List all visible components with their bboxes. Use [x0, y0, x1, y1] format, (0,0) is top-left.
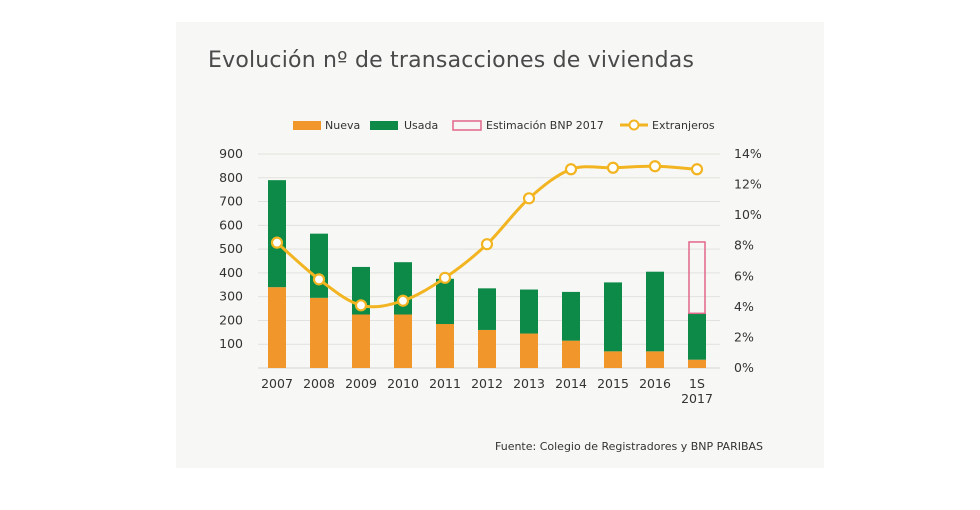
legend-label-estimacion: Estimación BNP 2017 [486, 119, 604, 132]
bar-nueva [310, 297, 328, 368]
y-right-tick-label: 10% [734, 207, 762, 222]
y-right-tick-label: 14% [734, 146, 762, 161]
y-left-tick-label: 300 [219, 289, 243, 304]
bars [268, 180, 706, 368]
bar-usada [310, 233, 328, 298]
y-right-tick-label: 6% [734, 268, 754, 283]
extranjeros-point [522, 192, 536, 205]
legend-swatch-estimacion [452, 120, 482, 131]
legend-label-nueva: Nueva [325, 119, 360, 132]
bar-nueva [352, 314, 370, 368]
extranjeros-line-group [270, 160, 704, 312]
bar-nueva [646, 351, 664, 368]
extranjeros-point [396, 294, 410, 307]
extranjeros-point [438, 271, 452, 284]
bar-nueva [604, 351, 622, 368]
legend-marker-extranjeros [628, 119, 640, 131]
x-tick-label: 2015 [597, 376, 629, 391]
bar-nueva [478, 329, 496, 368]
x-tick-label: 2014 [555, 376, 587, 391]
y-left-tick-label: 700 [219, 194, 243, 209]
x-tick-label: 2010 [387, 376, 419, 391]
extranjeros-point [564, 163, 578, 176]
x-tick-label: 2009 [345, 376, 377, 391]
y-left-tick-label: 400 [219, 265, 243, 280]
bar-usada [436, 278, 454, 325]
legend-swatch-nueva [293, 121, 321, 130]
extranjeros-point [270, 236, 284, 249]
bar-nueva [562, 340, 580, 368]
bar-usada [604, 282, 622, 352]
x-tick-label: 2011 [429, 376, 461, 391]
bar-usada [520, 289, 538, 334]
bar-usada [646, 271, 664, 352]
extranjeros-point [312, 273, 326, 286]
x-tick-label: 2013 [513, 376, 545, 391]
bar-estimacion [688, 241, 706, 315]
x-tick-label: 2007 [261, 376, 293, 391]
y-left-tick-label: 200 [219, 312, 243, 327]
y-left-tick-label: 900 [219, 146, 243, 161]
extranjeros-point [606, 161, 620, 174]
legend-label-usada: Usada [404, 119, 438, 132]
extranjeros-point [480, 238, 494, 251]
extranjeros-line [276, 164, 698, 309]
bar-nueva [520, 333, 538, 368]
bar-nueva [268, 287, 286, 368]
extranjeros-point [648, 160, 662, 173]
x-tick-label: 1S 2017 [681, 376, 713, 406]
y-right-tick-label: 4% [734, 299, 754, 314]
bar-nueva [394, 314, 412, 368]
y-left-tick-label: 100 [219, 336, 243, 351]
x-tick-label: 2016 [639, 376, 671, 391]
y-right-tick-label: 12% [734, 177, 762, 192]
y-right-tick-label: 0% [734, 360, 754, 375]
chart-title: Evolución nº de transacciones de viviend… [208, 48, 695, 73]
x-tick-label: 2012 [471, 376, 503, 391]
extranjeros-point [354, 299, 368, 312]
x-tick-label: 2008 [303, 376, 335, 391]
bar-nueva [688, 359, 706, 368]
y-left-tick-label: 800 [219, 170, 243, 185]
axes: 100 200 300 400 500 600 700 800 900 0% 2% 4% 6% 8% 10%… [219, 146, 762, 406]
y-left-tick-label: 600 [219, 217, 243, 232]
y-right-tick-label: 8% [734, 238, 754, 253]
legend-swatch-usada [370, 121, 398, 130]
bar-usada [478, 288, 496, 330]
bar-usada [268, 180, 286, 288]
y-right-tick-label: 2% [734, 329, 754, 344]
bar-usada [562, 291, 580, 341]
chart-source: Fuente: Colegio de Registradores y BNP P… [495, 440, 764, 453]
legend: Nueva Usada Estimación BNP 2017 Extranjeros [293, 119, 715, 132]
y-left-tick-label: 500 [219, 241, 243, 256]
bar-nueva [436, 324, 454, 368]
legend-label-extranjeros: Extranjeros [652, 119, 715, 132]
extranjeros-point [690, 163, 704, 176]
bar-usada [688, 313, 706, 360]
